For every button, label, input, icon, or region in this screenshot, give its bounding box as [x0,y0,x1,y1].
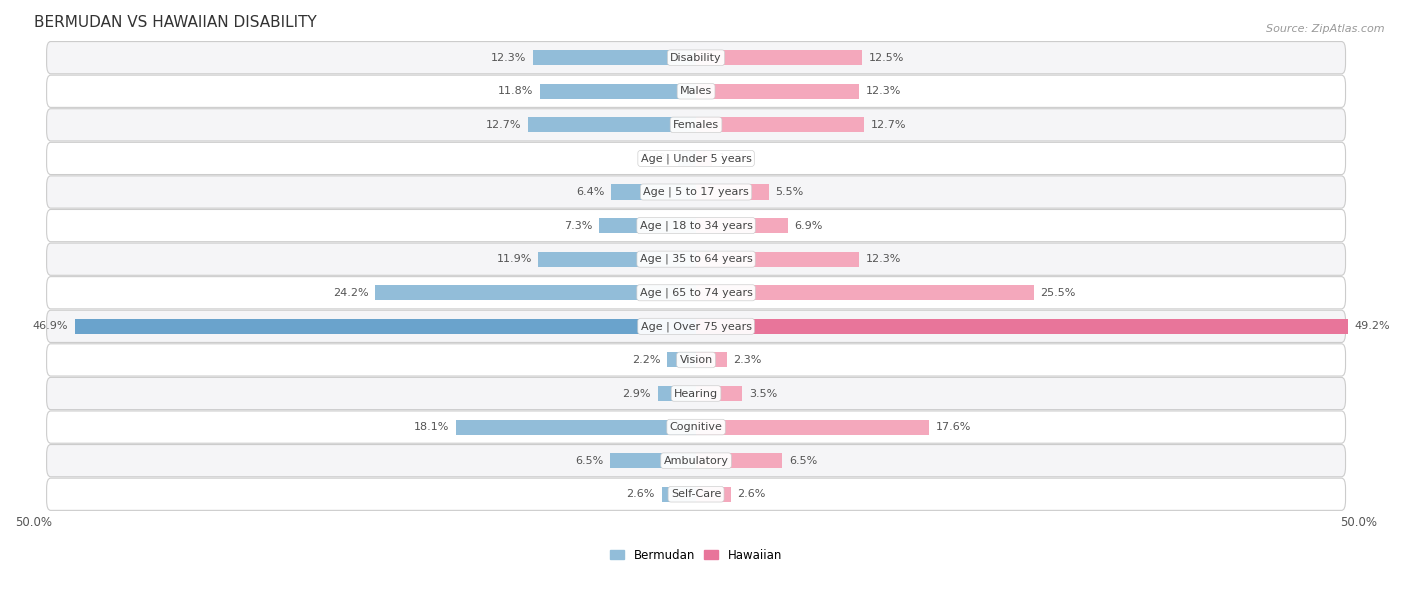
Bar [696,252,859,267]
Bar [527,118,696,132]
Text: Males: Males [681,86,713,96]
Text: 5.5%: 5.5% [776,187,804,197]
Bar [696,84,859,99]
Text: 46.9%: 46.9% [32,321,67,331]
Text: 2.6%: 2.6% [627,489,655,499]
Legend: Bermudan, Hawaiian: Bermudan, Hawaiian [605,544,787,566]
Text: 2.2%: 2.2% [631,355,661,365]
Bar [662,487,696,502]
FancyBboxPatch shape [46,478,1346,510]
Text: Cognitive: Cognitive [669,422,723,432]
Text: Disability: Disability [671,53,721,62]
Text: Self-Care: Self-Care [671,489,721,499]
Text: 11.8%: 11.8% [498,86,533,96]
FancyBboxPatch shape [46,344,1346,376]
Text: 24.2%: 24.2% [333,288,368,298]
FancyBboxPatch shape [46,143,1346,174]
Text: 1.4%: 1.4% [643,154,671,163]
Bar [612,184,696,200]
Text: 6.5%: 6.5% [575,456,603,466]
FancyBboxPatch shape [46,176,1346,208]
Bar [610,453,696,468]
Text: 11.9%: 11.9% [496,254,531,264]
Bar [540,84,696,99]
Bar [696,118,865,132]
Text: 6.5%: 6.5% [789,456,817,466]
FancyBboxPatch shape [46,209,1346,242]
Text: Age | 65 to 74 years: Age | 65 to 74 years [640,288,752,298]
Text: 7.3%: 7.3% [564,220,593,231]
Bar [696,184,769,200]
Bar [666,353,696,367]
FancyBboxPatch shape [46,42,1346,74]
Text: 2.6%: 2.6% [737,489,765,499]
Text: 49.2%: 49.2% [1354,321,1391,331]
Bar [696,353,727,367]
Text: 2.9%: 2.9% [623,389,651,398]
Text: 17.6%: 17.6% [936,422,972,432]
Bar [696,50,862,65]
Bar [696,420,929,435]
Bar [696,218,787,233]
Text: Females: Females [673,120,718,130]
Text: Age | 5 to 17 years: Age | 5 to 17 years [643,187,749,197]
Text: 12.7%: 12.7% [870,120,907,130]
Text: 12.3%: 12.3% [866,254,901,264]
Text: Source: ZipAtlas.com: Source: ZipAtlas.com [1267,24,1385,34]
Bar [456,420,696,435]
Bar [696,386,742,401]
Text: 12.7%: 12.7% [485,120,522,130]
Text: 6.9%: 6.9% [794,220,823,231]
Text: 25.5%: 25.5% [1040,288,1076,298]
Bar [696,319,1348,334]
Text: 1.2%: 1.2% [718,154,747,163]
Bar [658,386,696,401]
Bar [696,285,1033,300]
Text: 12.3%: 12.3% [866,86,901,96]
FancyBboxPatch shape [46,444,1346,477]
Text: 18.1%: 18.1% [415,422,450,432]
Bar [696,453,782,468]
FancyBboxPatch shape [46,75,1346,107]
Text: Ambulatory: Ambulatory [664,456,728,466]
FancyBboxPatch shape [46,243,1346,275]
FancyBboxPatch shape [46,310,1346,343]
Bar [533,50,696,65]
Text: Hearing: Hearing [673,389,718,398]
Text: 6.4%: 6.4% [576,187,605,197]
FancyBboxPatch shape [46,109,1346,141]
Text: 3.5%: 3.5% [749,389,778,398]
Text: Age | Under 5 years: Age | Under 5 years [641,153,752,163]
Text: 12.5%: 12.5% [869,53,904,62]
FancyBboxPatch shape [46,378,1346,409]
Text: Vision: Vision [679,355,713,365]
Bar [678,151,696,166]
Text: 12.3%: 12.3% [491,53,526,62]
Bar [75,319,696,334]
Text: Age | Over 75 years: Age | Over 75 years [641,321,752,332]
Bar [538,252,696,267]
Text: 2.3%: 2.3% [733,355,762,365]
FancyBboxPatch shape [46,411,1346,443]
Text: Age | 18 to 34 years: Age | 18 to 34 years [640,220,752,231]
Bar [696,487,731,502]
Bar [599,218,696,233]
FancyBboxPatch shape [46,277,1346,309]
Bar [375,285,696,300]
Text: Age | 35 to 64 years: Age | 35 to 64 years [640,254,752,264]
Bar [696,151,711,166]
Text: BERMUDAN VS HAWAIIAN DISABILITY: BERMUDAN VS HAWAIIAN DISABILITY [34,15,316,30]
